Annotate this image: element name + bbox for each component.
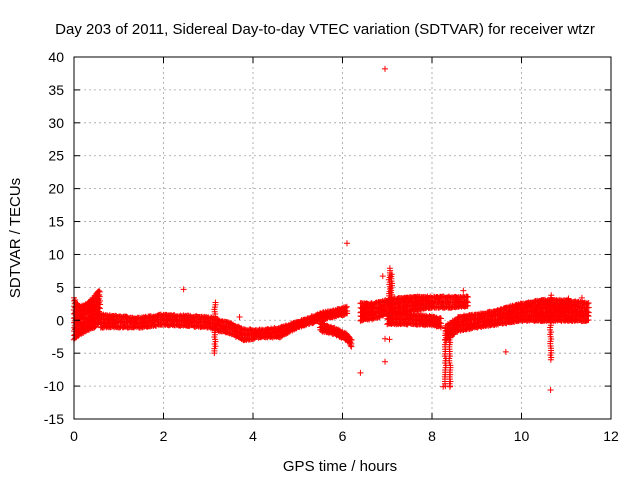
outlier-point (386, 336, 393, 343)
data-point (541, 296, 548, 303)
x-tick-label: 8 (428, 428, 436, 444)
outlier-point (343, 240, 350, 247)
outlier-point (382, 358, 389, 365)
chart-title: Day 203 of 2011, Sidereal Day-to-day VTE… (55, 21, 595, 38)
outlier-point (357, 369, 364, 376)
outlier-point (382, 335, 389, 342)
outlier-point (180, 286, 187, 293)
data-point (348, 336, 355, 343)
outlier-point (578, 294, 585, 301)
grid-lines (74, 57, 611, 419)
y-tick-label: 10 (48, 246, 64, 262)
spike-point (548, 292, 555, 299)
outlier-point (236, 313, 243, 320)
x-tick-label: 2 (160, 428, 168, 444)
outlier-point (460, 287, 467, 294)
outlier-point (547, 387, 554, 394)
y-tick-label: -10 (44, 378, 64, 394)
y-tick-label: 15 (48, 214, 64, 230)
data-point (72, 296, 79, 303)
spike-point (386, 265, 393, 272)
y-tick-label: -15 (44, 411, 64, 427)
outlier-point (565, 295, 572, 302)
y-tick-label: -5 (52, 345, 65, 361)
spike-point (388, 271, 395, 278)
data-point (585, 300, 592, 307)
x-tick-label: 0 (70, 428, 78, 444)
x-axis-label: GPS time / hours (283, 458, 397, 475)
outlier-point (379, 273, 386, 280)
data-point (342, 304, 349, 311)
data-point (437, 315, 444, 322)
data-point (584, 300, 591, 307)
spike-point (446, 332, 453, 339)
outlier-point (502, 348, 509, 355)
y-tick-label: 0 (56, 312, 64, 328)
data-marks (70, 65, 592, 394)
data-point (464, 299, 471, 306)
y-tick-label: 40 (48, 49, 64, 65)
axis-ticks: 0 2 4 6 8 10 12 -15 -10 -5 0 5 10 15 20 25 30 35 40 (44, 49, 619, 444)
data-point (95, 287, 102, 294)
y-tick-label: 35 (48, 82, 64, 98)
spike-point (441, 325, 448, 332)
x-tick-label: 6 (339, 428, 347, 444)
outlier-point (440, 383, 447, 390)
y-axis-label: SDTVAR / TECUs (7, 178, 24, 298)
y-tick-label: 30 (48, 115, 64, 131)
y-tick-label: 25 (48, 148, 64, 164)
y-tick-label: 20 (48, 181, 64, 197)
y-tick-label: 5 (56, 279, 64, 295)
spike-point (212, 299, 219, 306)
data-point (396, 300, 403, 307)
data-point (537, 298, 544, 305)
x-tick-label: 10 (514, 428, 530, 444)
x-tick-label: 4 (249, 428, 257, 444)
data-point (464, 293, 471, 300)
x-tick-label: 12 (603, 428, 619, 444)
data-point (96, 288, 103, 295)
outlier-point (446, 383, 453, 390)
data-point (238, 330, 245, 337)
outlier-point (382, 65, 389, 72)
data-point (343, 303, 350, 310)
